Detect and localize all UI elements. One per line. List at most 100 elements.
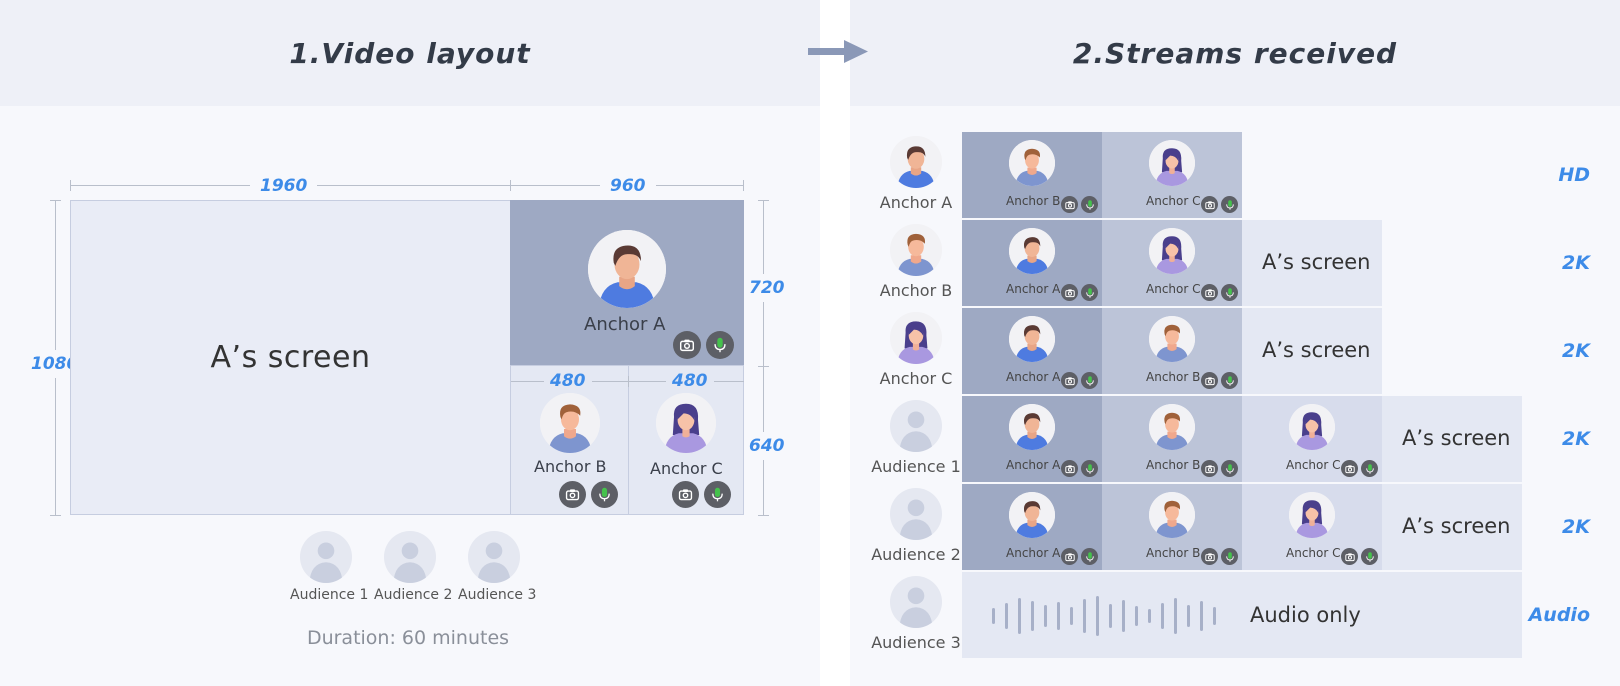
dimension-tick [70,180,71,191]
audio-wave-bar [992,608,995,624]
stream-tile[interactable]: Anchor C [1242,484,1382,570]
anchor-c-avatar [890,312,942,364]
audience-2-avatar [384,531,436,583]
width-dimension-line [70,185,744,186]
camera-icon[interactable] [1201,460,1218,477]
video-layout-header: 1.Video layout [0,0,820,106]
stream-quality-label: 2K [1562,252,1590,274]
stream-tile-label: Anchor A [1006,370,1061,384]
audio-wave-bar [1213,607,1216,625]
audio-wave-bar [1005,603,1008,629]
anchor-a-avatar [890,136,942,188]
stream-quality-label: 2K [1562,516,1590,538]
dim-sub-right: 480 [666,371,714,391]
camera-icon[interactable] [1201,196,1218,213]
anchor-a-avatar [588,230,666,308]
microphone-icon[interactable] [1361,548,1378,565]
audio-wave-bar [1109,604,1112,628]
camera-icon[interactable] [1201,372,1218,389]
stream-tile-label: Anchor C [1286,546,1341,560]
audio-wave-bar [1057,602,1060,630]
screen-share-label: A’s screen [210,340,371,375]
stream-quality-label: Audio [1528,604,1590,626]
microphone-icon[interactable] [1221,196,1238,213]
microphone-icon[interactable] [704,481,731,508]
anchor-c-row-label: Anchor C [879,369,953,388]
stream-tile-label: Anchor B [1146,546,1201,560]
camera-icon[interactable] [559,481,586,508]
stream-tile[interactable]: Anchor A [962,220,1102,306]
audio-wave-bar [1187,605,1190,627]
audio-wave-bar [1148,609,1151,623]
stream-tile[interactable]: Anchor C [1102,220,1242,306]
sub-width-dimension-line [511,381,744,382]
audience-1-row-label: Audience 1 [871,457,961,476]
microphone-icon[interactable] [1361,460,1378,477]
audio-wave-bar [1096,596,1099,636]
stream-tile[interactable]: Anchor B [1102,308,1242,394]
audience-2-label: Audience 2 [374,587,453,603]
stream-tile[interactable]: Anchor A [962,396,1102,482]
anchor-b-name: Anchor B [534,457,607,476]
camera-icon[interactable] [1061,548,1078,565]
dimension-tick [510,180,511,191]
screen-share-tile[interactable]: A’s screen [1382,484,1522,570]
microphone-icon[interactable] [1081,372,1098,389]
camera-icon[interactable] [672,481,699,508]
anchor-c-avatar [1289,492,1335,538]
streams-received-title: 2.Streams received [1072,36,1398,70]
microphone-icon[interactable] [591,481,618,508]
screen-share-label: A’s screen [1402,426,1511,450]
stream-tile[interactable]: Anchor B [1102,396,1242,482]
stream-tile-label: Anchor A [1006,458,1061,472]
microphone-icon[interactable] [1081,284,1098,301]
anchor-c-avatar [1289,404,1335,450]
anchor-b-avatar [540,393,600,453]
audience-3-label: Audience 3 [458,587,537,603]
screen-share-tile[interactable]: A’s screen [1242,308,1382,394]
anchor-a-name: Anchor A [584,314,666,335]
camera-icon[interactable] [1061,284,1078,301]
microphone-icon[interactable] [1081,460,1098,477]
microphone-icon[interactable] [1221,548,1238,565]
screen-share-tile[interactable]: A’s screen [1242,220,1382,306]
camera-icon[interactable] [673,331,701,359]
anchor-a-avatar [1009,228,1055,274]
camera-icon[interactable] [1341,548,1358,565]
stream-tile[interactable]: Anchor A [962,484,1102,570]
microphone-icon[interactable] [1221,372,1238,389]
camera-icon[interactable] [1201,548,1218,565]
screen-share-label: A’s screen [1402,514,1511,538]
anchor-b-avatar [1149,492,1195,538]
audio-wave-bar [1161,603,1164,629]
stream-tile-label: Anchor C [1146,194,1201,208]
stream-tile[interactable]: Anchor A [962,308,1102,394]
audience-2-avatar [890,488,942,540]
stream-tile[interactable]: Anchor B [1102,484,1242,570]
microphone-icon[interactable] [1221,284,1238,301]
microphone-icon[interactable] [1081,196,1098,213]
stream-tile[interactable]: Anchor C [1242,396,1382,482]
streams-received-header: 2.Streams received [850,0,1620,106]
video-layout-title: 1.Video layout [289,36,531,70]
audience-3-row-label: Audience 3 [871,633,961,652]
camera-icon[interactable] [1061,460,1078,477]
audio-wave-bar [1135,606,1138,626]
microphone-icon[interactable] [1081,548,1098,565]
stream-tile[interactable]: Anchor C [1102,132,1242,218]
screen-share-label: A’s screen [1262,338,1371,362]
camera-icon[interactable] [1201,284,1218,301]
duration-label: Duration: 60 minutes [306,627,510,649]
dimension-tick [758,515,769,516]
audience-3-avatar [468,531,520,583]
camera-icon[interactable] [1061,372,1078,389]
audio-wave-bar [1044,605,1047,627]
stream-tile[interactable]: Anchor B [962,132,1102,218]
streams-received-panel: 2.Streams received [850,0,1620,686]
screen-share-tile[interactable]: A’s screen [1382,396,1522,482]
microphone-icon[interactable] [1221,460,1238,477]
audience-3-avatar [890,576,942,628]
microphone-icon[interactable] [706,331,734,359]
camera-icon[interactable] [1341,460,1358,477]
camera-icon[interactable] [1061,196,1078,213]
